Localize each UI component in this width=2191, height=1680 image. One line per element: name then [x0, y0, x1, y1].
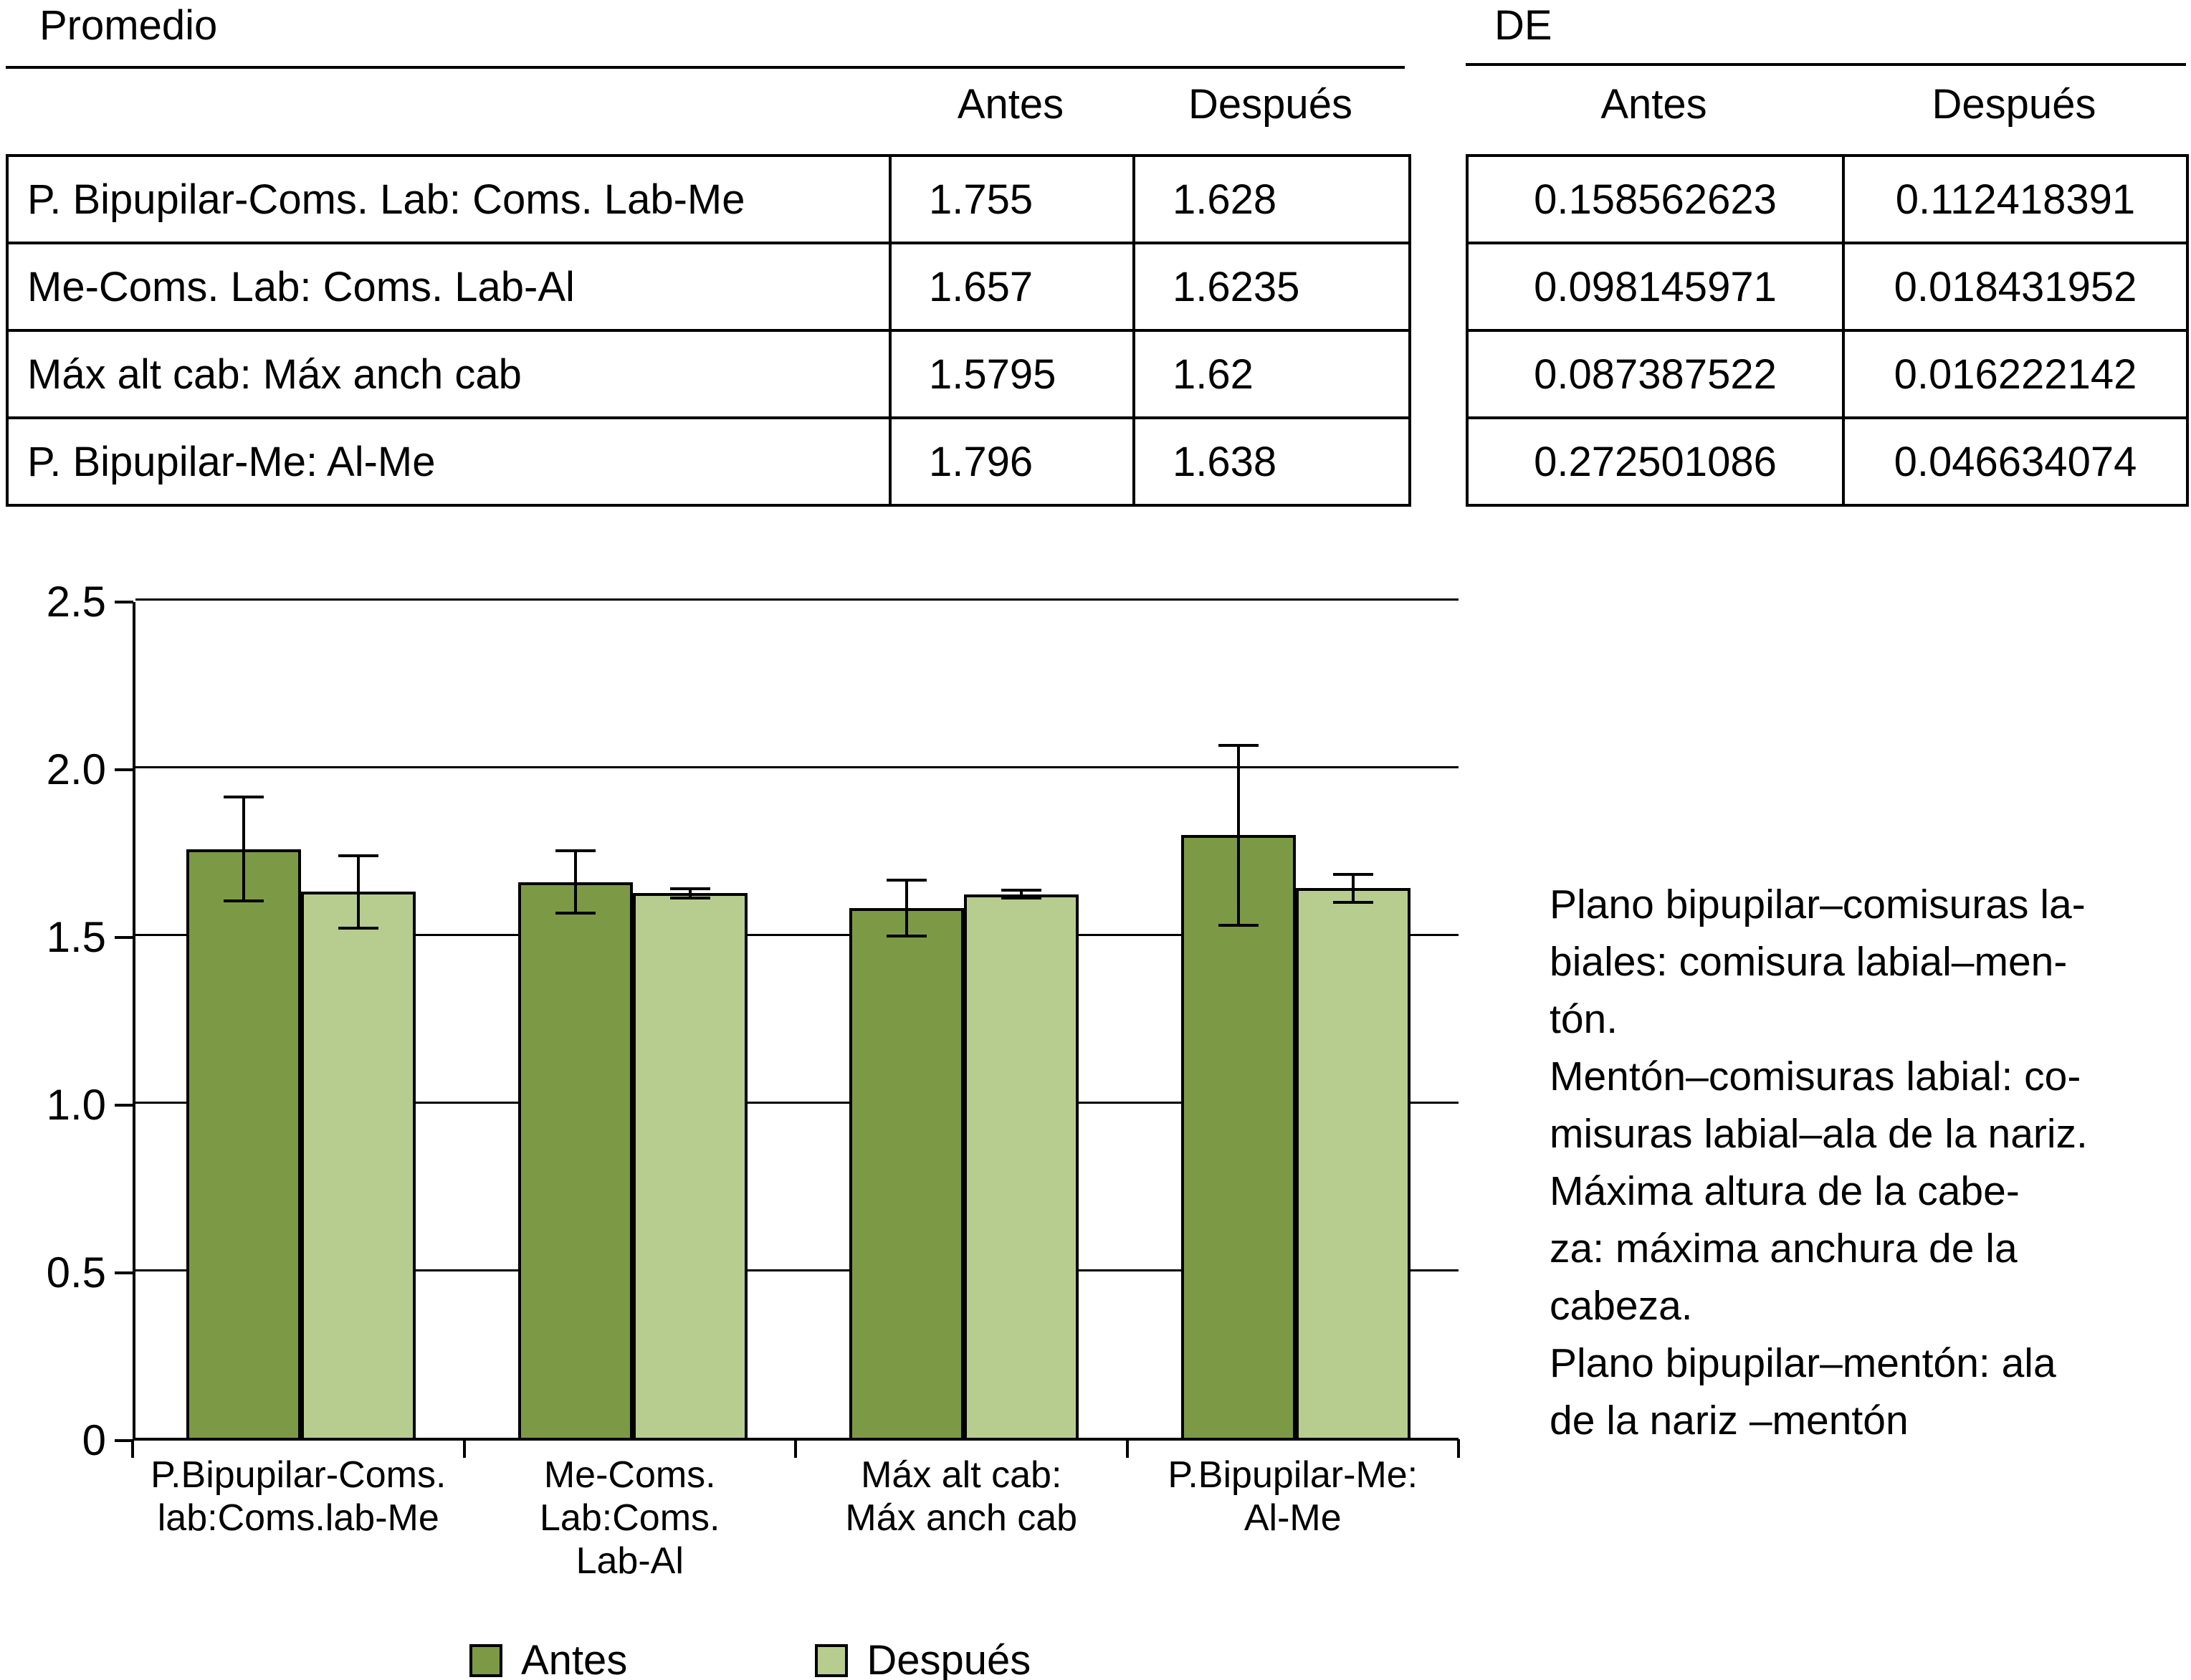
- table-row: Me-Coms. Lab: Coms. Lab-Al 1.657 1.6235: [6, 242, 1411, 332]
- despues-value: 1.628: [1132, 154, 1411, 244]
- x-tick-mark-0: [131, 1439, 134, 1458]
- despues-value: 1.638: [1132, 416, 1411, 507]
- de-header-despues: Después: [1932, 81, 2096, 128]
- y-tick-mark-2.5: [115, 601, 133, 603]
- promedio-title: Promedio: [39, 2, 218, 49]
- legend-item-despues: Después: [815, 1640, 1031, 1680]
- x-tick-mark-1: [462, 1439, 466, 1458]
- antes-value: 1.796: [889, 416, 1135, 507]
- error-bar-antes-4: [1218, 743, 1259, 927]
- de-header-antes: Antes: [1600, 81, 1707, 128]
- error-bar-despues-3: [1001, 889, 1042, 900]
- table-row: 0.098145971 0.018431952: [1466, 242, 2189, 332]
- promedio-header-despues: Después: [1188, 81, 1352, 128]
- table-row: P. Bipupilar-Coms. Lab: Coms. Lab-Me 1.7…: [6, 154, 1411, 244]
- row-label: P. Bipupilar-Me: Al-Me: [6, 416, 892, 507]
- error-bar-despues-4: [1332, 872, 1373, 905]
- despues-sd-value: 0.016222142: [1842, 329, 2189, 419]
- x-category-label-1: P.Bipupilar-Coms. lab:Coms.lab-Me: [151, 1454, 447, 1539]
- antes-value: 1.657: [889, 242, 1135, 332]
- y-tick-mark-0.5: [115, 1271, 133, 1274]
- y-tick-label-1.0: 1.0: [46, 1081, 106, 1129]
- promedio-title-rule: [6, 66, 1405, 69]
- despues-sd-value: 0.112418391: [1842, 154, 2189, 244]
- y-tick-label-1.5: 1.5: [46, 913, 106, 961]
- bar-despues-2: [632, 893, 748, 1438]
- x-tick-mark-3: [1125, 1439, 1129, 1458]
- gridline-1.5: [135, 934, 1459, 936]
- x-category-label-2: Me-Coms. Lab:Coms. Lab-Al: [540, 1454, 720, 1582]
- y-tick-mark-1.5: [115, 936, 133, 939]
- despues-value: 1.62: [1132, 329, 1411, 419]
- promedio-table: P. Bipupilar-Coms. Lab: Coms. Lab-Me 1.7…: [6, 154, 1411, 507]
- antes-sd-value: 0.098145971: [1466, 242, 1845, 332]
- y-tick-label-0: 0: [82, 1416, 106, 1464]
- legend-item-antes: Antes: [469, 1640, 627, 1680]
- row-label: Máx alt cab: Máx anch cab: [6, 329, 892, 419]
- bar-despues-4: [1295, 888, 1410, 1438]
- y-tick-label-2.0: 2.0: [46, 745, 106, 793]
- antes-value: 1.755: [889, 154, 1135, 244]
- de-title-rule: [1466, 63, 2186, 66]
- y-tick-label-2.5: 2.5: [46, 578, 106, 626]
- legend-swatch-despues: [815, 1644, 849, 1677]
- table-row: 0.158562623 0.112418391: [1466, 154, 2189, 244]
- promedio-header-antes: Antes: [957, 81, 1064, 128]
- bar-antes-3: [849, 907, 965, 1438]
- y-tick-label-0.5: 0.5: [46, 1249, 106, 1297]
- de-table: 0.158562623 0.112418391 0.098145971 0.01…: [1466, 154, 2189, 507]
- error-bar-antes-1: [224, 796, 264, 902]
- legend-swatch-antes: [469, 1644, 502, 1677]
- despues-sd-value: 0.018431952: [1842, 242, 2189, 332]
- table-row: P. Bipupilar-Me: Al-Me 1.796 1.638: [6, 416, 1411, 507]
- legend-label-antes: Antes: [521, 1637, 628, 1680]
- antes-value: 1.5795: [889, 329, 1135, 419]
- despues-sd-value: 0.046634074: [1842, 416, 2189, 507]
- y-tick-mark-0: [115, 1439, 133, 1442]
- bar-despues-3: [964, 894, 1079, 1438]
- bar-despues-1: [301, 892, 416, 1438]
- table-row: 0.272501086 0.046634074: [1466, 416, 2189, 507]
- x-tick-mark-2: [794, 1439, 797, 1458]
- row-label: P. Bipupilar-Coms. Lab: Coms. Lab-Me: [6, 154, 892, 244]
- x-category-label-3: Máx alt cab: Máx anch cab: [845, 1454, 1078, 1539]
- table-row: Máx alt cab: Máx anch cab 1.5795 1.62: [6, 329, 1411, 419]
- bar-chart-plot-area: [133, 598, 1459, 1441]
- antes-sd-value: 0.272501086: [1466, 416, 1845, 507]
- error-bar-despues-1: [338, 854, 379, 930]
- x-category-label-4: P.Bipupilar-Me: Al-Me: [1168, 1454, 1418, 1539]
- antes-sd-value: 0.087387522: [1466, 329, 1845, 419]
- legend-label-despues: Después: [867, 1637, 1031, 1680]
- antes-sd-value: 0.158562623: [1466, 154, 1845, 244]
- bar-antes-4: [1180, 835, 1296, 1438]
- de-title: DE: [1494, 2, 1552, 49]
- measurement-definitions-text: Plano bipupilar–comisuras la- biales: co…: [1550, 882, 2088, 1443]
- gridline-2.5: [135, 598, 1459, 601]
- error-bar-despues-2: [669, 887, 710, 899]
- error-bar-antes-3: [887, 878, 927, 937]
- despues-value: 1.6235: [1132, 242, 1411, 332]
- gridline-2.0: [135, 766, 1459, 768]
- error-bar-antes-2: [555, 849, 596, 915]
- y-tick-mark-1.0: [115, 1104, 133, 1107]
- gridline-0.5: [135, 1269, 1459, 1271]
- bar-antes-1: [186, 849, 302, 1438]
- bar-antes-2: [517, 882, 633, 1438]
- y-tick-mark-2.0: [115, 768, 133, 771]
- row-label: Me-Coms. Lab: Coms. Lab-Al: [6, 242, 892, 332]
- x-tick-mark-4: [1457, 1439, 1460, 1458]
- gridline-1.0: [135, 1102, 1459, 1104]
- table-row: 0.087387522 0.016222142: [1466, 329, 2189, 419]
- chart-legend: Antes Después: [469, 1640, 1031, 1680]
